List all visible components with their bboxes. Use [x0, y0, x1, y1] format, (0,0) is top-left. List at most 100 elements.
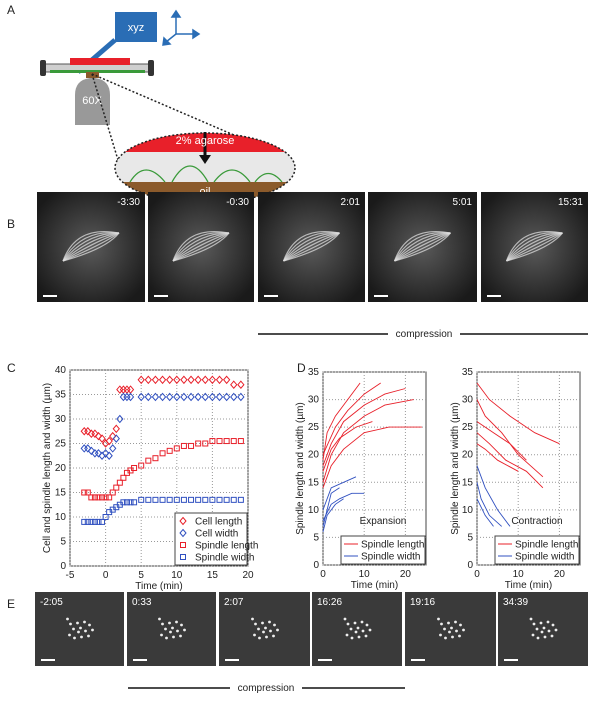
spindle-fiber — [172, 232, 230, 262]
legend-label: Spindle width — [361, 552, 420, 563]
x-tick-label: 20 — [400, 569, 412, 580]
point — [145, 496, 152, 503]
chromosome-spot — [551, 623, 555, 627]
point — [159, 450, 166, 457]
point — [116, 479, 123, 486]
time-label: 34:39 — [503, 597, 528, 608]
x-tick-label: 20 — [242, 570, 254, 581]
spindle-fiber — [172, 232, 230, 262]
legend-label: Cell width — [195, 529, 238, 540]
time-label: 16:26 — [317, 597, 342, 608]
chromosome-spot — [444, 636, 447, 640]
x-tick-label: 0 — [320, 569, 326, 580]
legend-box — [494, 535, 580, 565]
point — [166, 447, 173, 454]
point — [109, 444, 117, 453]
point — [113, 484, 120, 491]
point — [179, 516, 187, 526]
panel-label: B — [7, 217, 15, 231]
point — [215, 375, 224, 385]
y-tick-label: 30 — [462, 395, 474, 406]
chromosome-spot — [257, 627, 260, 631]
point — [173, 496, 180, 503]
point — [127, 499, 134, 506]
point — [105, 451, 113, 461]
legend-label: Spindle width — [515, 552, 574, 563]
y-tick-label: 15 — [55, 488, 67, 499]
y-axis-label: Spindle length and width (µm) — [450, 402, 461, 535]
chromosome-spot — [69, 622, 72, 626]
trace — [476, 465, 511, 527]
x-tick-label: 0 — [474, 569, 480, 580]
y-tick-label: 30 — [308, 395, 320, 406]
chromosome-spot — [251, 617, 254, 621]
point — [106, 494, 113, 501]
chromosome-spot — [439, 633, 442, 637]
point — [166, 375, 174, 385]
chromosome-spot — [450, 626, 453, 630]
chromosome-spot — [458, 634, 461, 638]
chromosome-spot — [160, 633, 163, 637]
point — [112, 424, 120, 434]
chromosome-spot — [546, 620, 550, 624]
chromosome-spot — [542, 626, 546, 630]
spindle-fiber — [62, 232, 120, 262]
x-axis-label: Time (min) — [135, 581, 182, 592]
chromosome-spot — [269, 629, 272, 633]
y-tick-label: 35 — [462, 367, 474, 378]
chromosome-spot — [346, 622, 350, 626]
point — [222, 375, 231, 385]
point — [202, 440, 209, 447]
chromosome-spot — [364, 634, 368, 638]
chromosome-spot — [77, 630, 80, 634]
point — [208, 375, 217, 385]
point — [237, 380, 245, 389]
chromosome-spot — [158, 617, 161, 621]
y-tick-label: 25 — [462, 422, 474, 433]
y-tick-label: 15 — [308, 477, 320, 488]
point — [105, 436, 113, 446]
x-tick-label: 20 — [554, 569, 566, 580]
time-label: 2:07 — [224, 597, 244, 608]
panel-label: A — [7, 3, 15, 17]
trace — [476, 382, 560, 445]
chromosome-spot — [454, 620, 457, 624]
trace — [476, 399, 544, 478]
chromosome-spot — [462, 628, 465, 632]
time-label: -3:30 — [117, 197, 140, 208]
spindle-fiber — [283, 232, 340, 262]
chromosome-spot — [268, 620, 271, 624]
chromosome-spot — [72, 627, 75, 631]
chromosome-spot — [68, 633, 71, 637]
panel-label: E — [7, 597, 15, 611]
chromosome-spot — [273, 623, 276, 627]
spindle-fiber — [506, 232, 563, 262]
chromosome-spot — [91, 628, 94, 632]
point — [195, 440, 202, 447]
point — [230, 438, 237, 445]
trace — [322, 476, 357, 511]
chromosome-spot — [161, 622, 164, 626]
point — [131, 465, 138, 471]
point — [209, 438, 216, 445]
micrograph — [405, 592, 496, 666]
x-tick-label: 10 — [359, 569, 371, 580]
trace — [322, 492, 365, 522]
point — [237, 392, 245, 402]
compression-label: compression — [238, 683, 295, 694]
point — [201, 392, 209, 402]
point — [116, 414, 124, 424]
chromosome-spot — [171, 626, 174, 630]
chromosome-spot — [447, 621, 450, 625]
plot-frame — [476, 371, 581, 566]
point — [91, 494, 98, 501]
point — [102, 514, 109, 520]
point — [145, 457, 152, 464]
legend-label: Cell length — [195, 517, 242, 528]
point — [180, 392, 188, 402]
spindle-fiber — [505, 231, 563, 262]
spindle-fiber — [62, 231, 120, 262]
chromosome-spot — [264, 626, 267, 630]
y-tick-label: 5 — [313, 532, 319, 543]
spindle-fiber — [172, 232, 230, 262]
